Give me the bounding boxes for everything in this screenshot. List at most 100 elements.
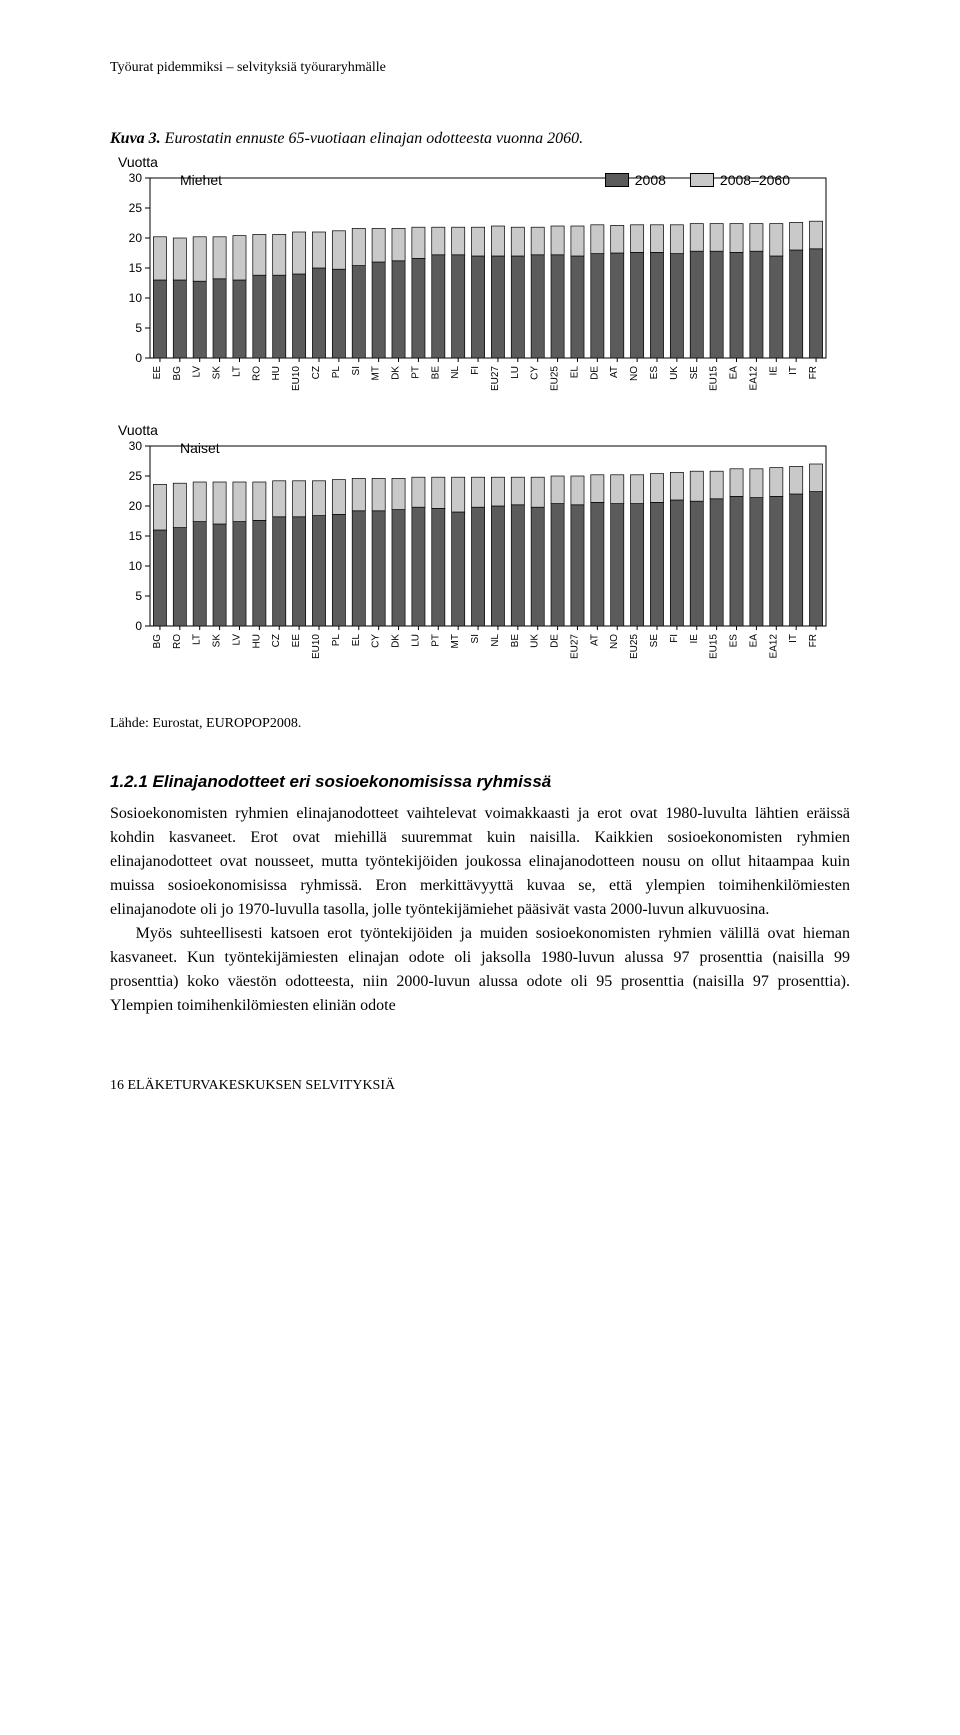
svg-text:DK: DK (391, 366, 402, 380)
svg-text:CZ: CZ (311, 366, 322, 379)
svg-text:SK: SK (212, 634, 223, 648)
svg-text:HU: HU (271, 366, 282, 380)
svg-text:HU: HU (251, 634, 262, 648)
svg-text:ES: ES (649, 366, 660, 380)
svg-text:30: 30 (129, 172, 143, 185)
svg-text:SI: SI (351, 366, 362, 375)
svg-text:RO: RO (251, 366, 262, 381)
svg-text:IT: IT (788, 634, 799, 643)
svg-text:LT: LT (192, 634, 203, 645)
svg-text:EE: EE (291, 634, 302, 648)
svg-text:EL: EL (569, 366, 580, 379)
svg-text:CZ: CZ (271, 634, 282, 647)
svg-text:MT: MT (450, 634, 461, 648)
svg-text:15: 15 (129, 529, 143, 543)
chart-men-subtitle: Miehet (180, 172, 222, 188)
svg-text:PT: PT (430, 634, 441, 647)
legend-swatch-a (605, 173, 629, 187)
source-line: Lähde: Eurostat, EUROPOP2008. (110, 716, 850, 732)
svg-text:NL: NL (450, 366, 461, 379)
svg-text:EU27: EU27 (490, 366, 501, 391)
svg-text:SE: SE (689, 366, 700, 380)
svg-text:EU10: EU10 (311, 634, 322, 659)
section-heading: 1.2.1 Elinajanodotteet eri sosioekonomis… (110, 772, 850, 792)
svg-text:ES: ES (729, 634, 740, 648)
page-footer: 16 ELÄKETURVAKESKUKSEN SELVITYKSIÄ (110, 1078, 850, 1094)
svg-text:FR: FR (808, 366, 819, 379)
body-text: Sosioekonomisten ryhmien elinajanodottee… (110, 802, 850, 1018)
svg-text:UK: UK (669, 366, 680, 380)
svg-text:EU15: EU15 (709, 634, 720, 659)
legend-swatch-b (690, 173, 714, 187)
svg-text:DE: DE (589, 366, 600, 380)
svg-text:20: 20 (129, 499, 143, 513)
svg-text:NO: NO (609, 634, 620, 649)
legend-item-2008: 2008 (605, 172, 666, 188)
chart-men: Vuotta Miehet 2008 2008–2060 0 5 10 15 20 25 3… (110, 154, 850, 412)
svg-text:LU: LU (410, 634, 421, 647)
svg-text:SI: SI (470, 634, 481, 643)
svg-text:15: 15 (129, 261, 143, 275)
svg-text:EU10: EU10 (291, 366, 302, 391)
svg-text:SK: SK (212, 366, 223, 380)
svg-text:SE: SE (649, 634, 660, 648)
svg-text:AT: AT (589, 634, 600, 646)
svg-text:UK: UK (530, 634, 541, 648)
svg-text:5: 5 (135, 589, 142, 603)
svg-text:BG: BG (172, 366, 183, 381)
svg-text:DK: DK (391, 634, 402, 648)
chart-women-svg: 051015202530BGROLTSKLVHUCZEEEU10PLELCYDK… (110, 440, 830, 680)
svg-text:CY: CY (530, 366, 541, 380)
svg-text:EE: EE (152, 366, 163, 380)
svg-text:NO: NO (629, 366, 640, 381)
svg-text:EL: EL (351, 634, 362, 647)
chart-women-subtitle: Naiset (180, 440, 220, 456)
paragraph-2: Myös suhteellisesti katsoen erot työntek… (110, 922, 850, 1018)
svg-text:PL: PL (331, 366, 342, 379)
paragraph-1: Sosioekonomisten ryhmien elinajanodottee… (110, 802, 850, 922)
svg-text:BG: BG (152, 634, 163, 649)
legend-label-b: 2008–2060 (720, 172, 790, 188)
svg-text:EA: EA (729, 366, 740, 380)
svg-text:FI: FI (669, 634, 680, 643)
chart-men-svg: 0 5 10 15 20 25 30 EE BG LV SK LT RO HU EU10 CZ PL SI MT DK… (110, 172, 830, 412)
svg-text:PT: PT (410, 366, 421, 379)
svg-text:EU15: EU15 (709, 366, 720, 391)
svg-text:LV: LV (231, 634, 242, 646)
svg-text:10: 10 (129, 291, 143, 305)
chart-women-ytitle: Vuotta (118, 422, 850, 438)
svg-text:BE: BE (510, 634, 521, 648)
svg-text:0: 0 (135, 619, 142, 633)
svg-text:5: 5 (135, 321, 142, 335)
svg-text:IT: IT (788, 366, 799, 375)
svg-text:10: 10 (129, 559, 143, 573)
svg-text:RO: RO (172, 634, 183, 649)
svg-text:EU25: EU25 (550, 366, 561, 391)
svg-text:LV: LV (192, 366, 203, 378)
svg-text:30: 30 (129, 440, 143, 453)
figure-number: Kuva 3. (110, 130, 161, 147)
svg-text:20: 20 (129, 231, 143, 245)
svg-text:0: 0 (135, 351, 142, 365)
svg-text:AT: AT (609, 366, 620, 378)
legend-label-a: 2008 (635, 172, 666, 188)
svg-text:PL: PL (331, 634, 342, 647)
svg-text:CY: CY (371, 634, 382, 648)
svg-text:NL: NL (490, 634, 501, 647)
svg-text:LU: LU (510, 366, 521, 379)
svg-text:DE: DE (550, 634, 561, 648)
svg-text:EU25: EU25 (629, 634, 640, 659)
legend-item-2008-2060: 2008–2060 (690, 172, 790, 188)
legend: 2008 2008–2060 (605, 172, 790, 188)
svg-text:EU27: EU27 (569, 634, 580, 659)
svg-text:LT: LT (231, 366, 242, 377)
svg-text:BE: BE (430, 366, 441, 380)
svg-text:IE: IE (768, 366, 779, 376)
svg-text:IE: IE (689, 634, 700, 644)
chart-men-ytitle: Vuotta (118, 154, 850, 170)
svg-text:25: 25 (129, 201, 143, 215)
svg-text:FR: FR (808, 634, 819, 647)
svg-text:MT: MT (371, 366, 382, 380)
svg-text:EA12: EA12 (748, 366, 759, 391)
svg-text:EA: EA (748, 634, 759, 648)
